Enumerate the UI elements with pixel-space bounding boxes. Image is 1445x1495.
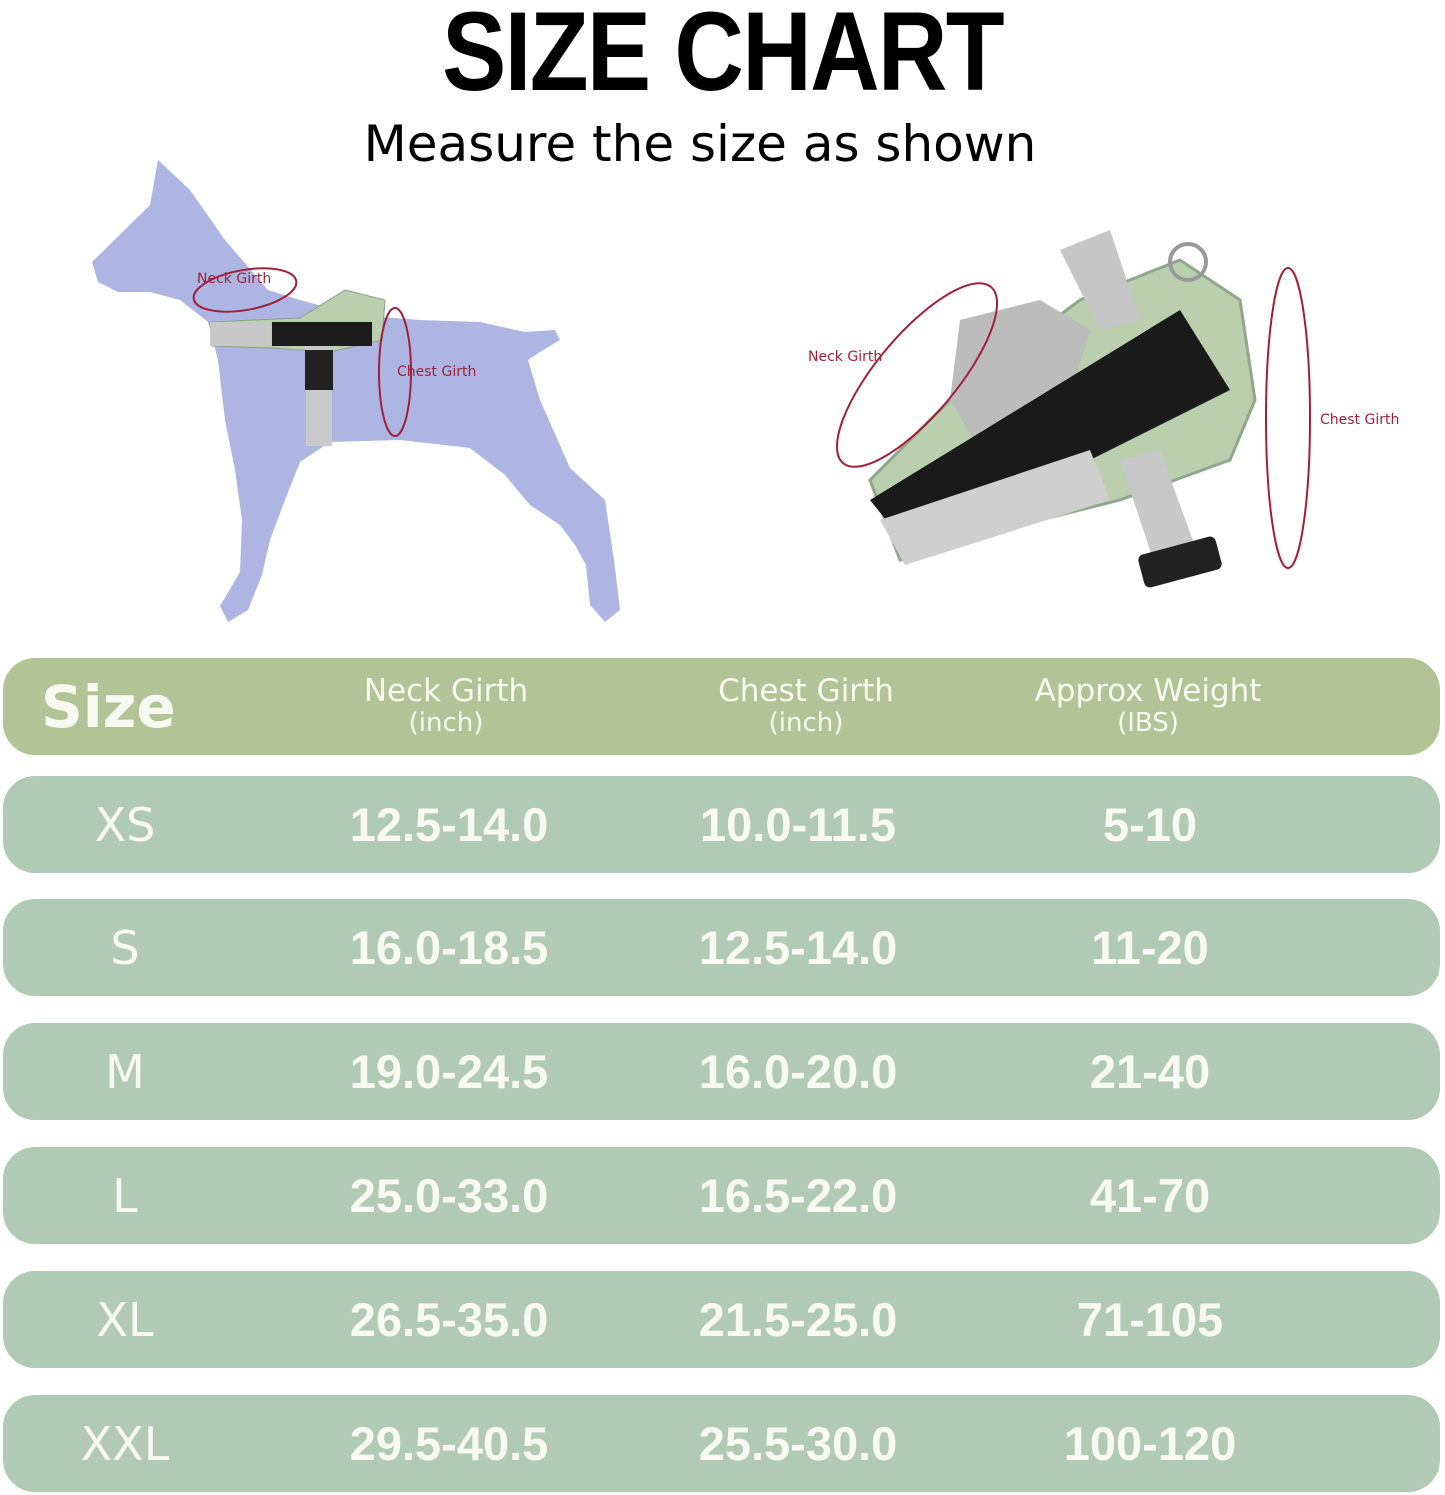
harness-product-illustration: [835, 230, 1311, 588]
cell-size: S: [110, 920, 140, 975]
header-approx-weight: Approx Weight (IBS): [1035, 674, 1262, 738]
header-chest-girth: Chest Girth (inch): [718, 674, 894, 738]
cell-size: XS: [94, 797, 156, 852]
header-neck-label: Neck Girth: [363, 673, 529, 709]
header-chest-unit: (inch): [768, 708, 844, 738]
cell-chest: 16.0-20.0: [698, 1045, 898, 1098]
dog-neck-girth-label: Neck Girth: [197, 271, 272, 287]
cell-size: XL: [96, 1292, 154, 1347]
cell-chest: 16.5-22.0: [698, 1169, 898, 1222]
cell-size: XXL: [80, 1416, 170, 1471]
cell-weight: 11-20: [1091, 921, 1209, 974]
cell-neck: 29.5-40.5: [349, 1417, 549, 1470]
header-weight-unit: (IBS): [1117, 708, 1179, 738]
cell-chest: 12.5-14.0: [698, 921, 898, 974]
harness-neck-girth-label: Neck Girth: [808, 349, 883, 365]
cell-neck: 12.5-14.0: [349, 798, 549, 851]
dog-silhouette-illustration: [92, 160, 620, 622]
table-row: XXL 29.5-40.5 25.5-30.0 100-120: [3, 1395, 1440, 1492]
cell-weight: 41-70: [1089, 1169, 1211, 1222]
header-chest-label: Chest Girth: [718, 673, 894, 709]
table-row: L 25.0-33.0 16.5-22.0 41-70: [3, 1147, 1440, 1244]
header-neck-girth: Neck Girth (inch): [364, 674, 528, 738]
table-header: Size Neck Girth (inch) Chest Girth (inch…: [3, 658, 1440, 755]
table-row: S 16.0-18.5 12.5-14.0 11-20: [3, 899, 1440, 996]
table-row: XS 12.5-14.0 10.0-11.5 5-10: [3, 776, 1440, 873]
cell-size: L: [112, 1168, 138, 1223]
cell-weight: 5-10: [1102, 798, 1198, 851]
cell-neck: 19.0-24.5: [349, 1045, 549, 1098]
measurement-diagrams: [92, 160, 1311, 622]
dog-chest-girth-label: Chest Girth: [397, 364, 477, 380]
table-row: XL 26.5-35.0 21.5-25.0 71-105: [3, 1271, 1440, 1368]
cell-weight: 21-40: [1089, 1045, 1211, 1098]
cell-chest: 21.5-25.0: [698, 1293, 898, 1346]
cell-neck: 26.5-35.0: [349, 1293, 549, 1346]
cell-weight: 100-120: [1063, 1417, 1237, 1470]
table-row: M 19.0-24.5 16.0-20.0 21-40: [3, 1023, 1440, 1120]
header-size: Size: [41, 672, 176, 741]
cell-weight: 71-105: [1076, 1293, 1224, 1346]
cell-neck: 16.0-18.5: [349, 921, 549, 974]
harness-chest-girth-label: Chest Girth: [1320, 412, 1400, 428]
cell-size: M: [105, 1044, 145, 1099]
cell-chest: 25.5-30.0: [698, 1417, 898, 1470]
header-neck-unit: (inch): [408, 708, 484, 738]
cell-neck: 25.0-33.0: [349, 1169, 549, 1222]
cell-chest: 10.0-11.5: [699, 798, 897, 851]
header-weight-label: Approx Weight: [1034, 673, 1262, 709]
page-title: SIZE CHART: [442, 0, 1004, 114]
page-subtitle: Measure the size as shown: [363, 115, 1037, 173]
